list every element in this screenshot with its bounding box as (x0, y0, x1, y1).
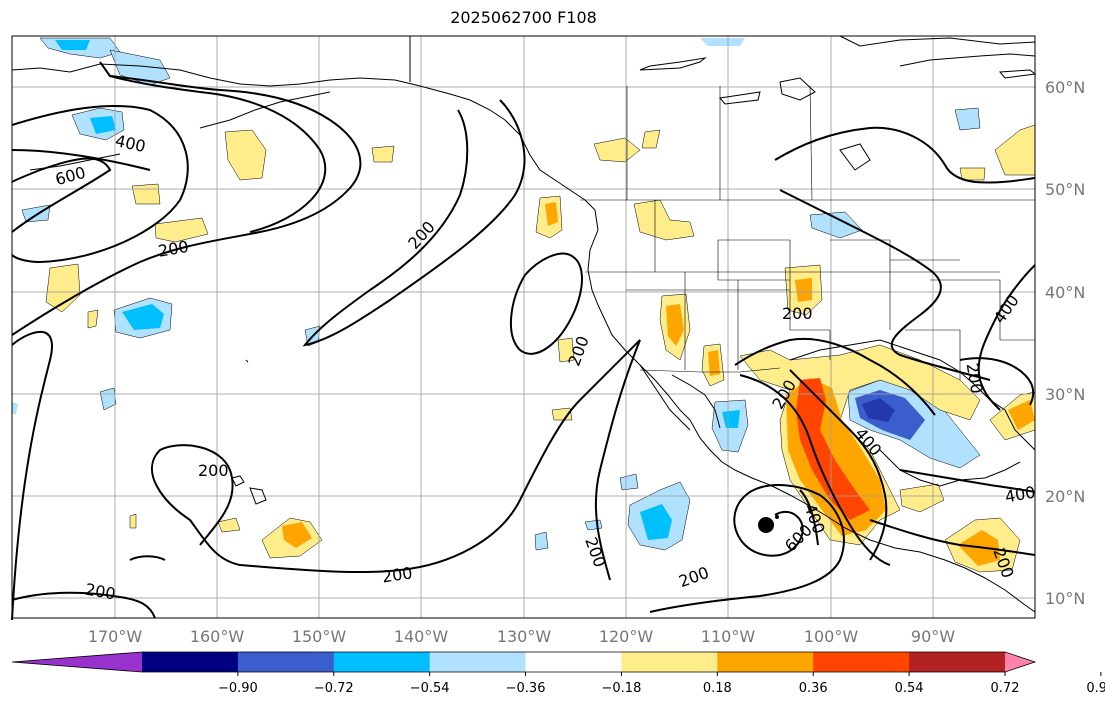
colorbar-tick-label: 0.54 (895, 681, 924, 696)
colorbar-segment (334, 652, 430, 672)
lat-label: 50°N (1045, 180, 1085, 199)
colorbar-segment (717, 652, 813, 672)
lat-label: 20°N (1045, 487, 1085, 506)
anomaly-blob (132, 184, 160, 204)
colorbar: −0.90 −0.72 −0.54 −0.36 −0.18 0.18 0.36 0.54 0.7… (12, 652, 1105, 696)
lat-label: 10°N (1045, 589, 1085, 608)
colorbar-tick-label: −0.90 (218, 681, 258, 696)
lon-label: 90°W (911, 627, 955, 646)
colorbar-extend-high (1005, 652, 1035, 672)
lat-label: 60°N (1045, 78, 1085, 97)
anomaly-blob (130, 514, 136, 528)
colorbar-tick-label: 0.72 (991, 681, 1020, 696)
lat-label: 40°N (1045, 283, 1085, 302)
anomaly-blob (535, 532, 548, 550)
colorbar-segment (909, 652, 1005, 672)
colorbar-tick-label: 0.90 (1086, 681, 1105, 696)
storm-center-dot (775, 515, 779, 519)
lon-label: 110°W (701, 627, 756, 646)
colorbar-segment (142, 652, 238, 672)
anomaly-blob (372, 146, 394, 162)
lon-label: 170°W (88, 627, 143, 646)
colorbar-segment (813, 652, 909, 672)
lon-label: 120°W (599, 627, 654, 646)
colorbar-tick-label: −0.54 (410, 681, 450, 696)
anomaly-blob (960, 168, 985, 180)
anomaly-blob (795, 278, 812, 302)
anomaly-blob (585, 520, 602, 530)
colorbar-tick-label: −0.18 (602, 681, 642, 696)
lon-label: 160°W (190, 627, 245, 646)
lon-label: 150°W (292, 627, 347, 646)
lon-label: 140°W (394, 627, 449, 646)
colorbar-segment (238, 652, 334, 672)
colorbar-segment (526, 652, 622, 672)
colorbar-segment (430, 652, 526, 672)
lon-label: 100°W (804, 627, 859, 646)
lat-label: 30°N (1045, 385, 1085, 404)
colorbar-tick-label: −0.72 (314, 681, 354, 696)
colorbar-tick-label: −0.36 (506, 681, 546, 696)
latitude-labels: 60°N 50°N 40°N 30°N 20°N 10°N (1045, 78, 1085, 608)
longitude-labels: 170°W 160°W 150°W 140°W 130°W 120°W 110°… (88, 627, 955, 646)
storm-center-marker (758, 517, 774, 533)
lon-label: 130°W (497, 627, 552, 646)
colorbar-tick-label: 0.18 (703, 681, 732, 696)
colorbar-extend-low (12, 652, 142, 672)
colorbar-tick-label: 0.36 (799, 681, 828, 696)
colorbar-segment (621, 652, 717, 672)
contour-label: 200 (782, 304, 813, 323)
contour-label: 200 (198, 461, 229, 480)
